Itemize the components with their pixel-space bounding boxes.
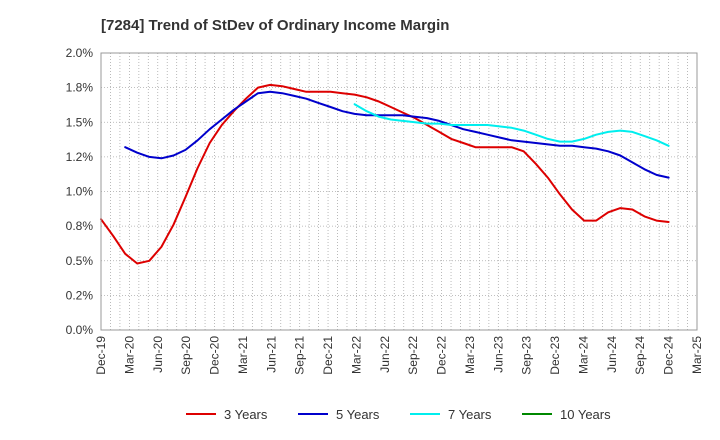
y-tick-label: 1.5% (66, 115, 94, 129)
legend: 3 Years 5 Years 7 Years 10 Years (186, 407, 611, 422)
x-tick-label: Mar-21 (236, 336, 250, 374)
series-line-7-years (353, 103, 670, 147)
x-tick-label: Jun-23 (491, 336, 505, 373)
x-tick-label: Jun-21 (264, 336, 278, 373)
x-tick-label: Jun-24 (605, 336, 619, 373)
x-tick-label: Sep-23 (520, 336, 534, 375)
x-tick-label: Jun-22 (378, 336, 392, 373)
x-tick-label: Mar-24 (576, 336, 590, 374)
x-tick-label: Dec-21 (321, 336, 335, 375)
y-tick-label: 1.0% (66, 185, 94, 199)
x-tick-label: Dec-19 (94, 336, 108, 375)
y-tick-label: 1.8% (66, 81, 94, 95)
y-tick-label: 0.0% (66, 323, 94, 337)
x-tick-label: Sep-22 (406, 336, 420, 375)
x-tick-label: Jun-20 (151, 336, 165, 373)
plot-border (100, 52, 698, 331)
x-tick-label: Dec-23 (548, 336, 562, 375)
x-tick-label: Sep-20 (179, 336, 193, 375)
x-tick-label: Mar-25 (690, 336, 704, 374)
legend-label: 7 Years (448, 407, 492, 422)
chart-title: [7284] Trend of StDev of Ordinary Income… (101, 17, 449, 34)
x-tick-label: Dec-24 (662, 336, 676, 375)
y-tick-label: 0.2% (66, 288, 94, 302)
legend-label: 5 Years (336, 407, 380, 422)
x-tick-label: Sep-24 (633, 336, 647, 375)
x-tick-label: Mar-22 (349, 336, 363, 374)
legend-label: 10 Years (560, 407, 611, 422)
x-tick-label: Dec-22 (435, 336, 449, 375)
series-lines (100, 83, 670, 265)
y-tick-label: 2.0% (66, 46, 94, 60)
x-tick-label: Mar-23 (463, 336, 477, 374)
series-line-3-years (100, 83, 670, 265)
y-tick-label: 0.5% (66, 254, 94, 268)
legend-label: 3 Years (224, 407, 268, 422)
grid (101, 53, 697, 330)
x-tick-label: Dec-20 (208, 336, 222, 375)
series-line-5-years (124, 90, 670, 179)
y-axis: 0.0% 0.2% 0.5% 0.8% 1.0% 1.2% 1.5% 1.8% 2.0% (66, 46, 94, 337)
x-tick-label: Sep-21 (293, 336, 307, 375)
y-tick-label: 1.2% (66, 150, 94, 164)
x-tick-label: Mar-20 (122, 336, 136, 374)
x-axis: Dec-19 Mar-20 Jun-20 Sep-20 Dec-20 Mar-21 Jun-… (94, 336, 704, 375)
y-tick-label: 0.8% (66, 219, 94, 233)
